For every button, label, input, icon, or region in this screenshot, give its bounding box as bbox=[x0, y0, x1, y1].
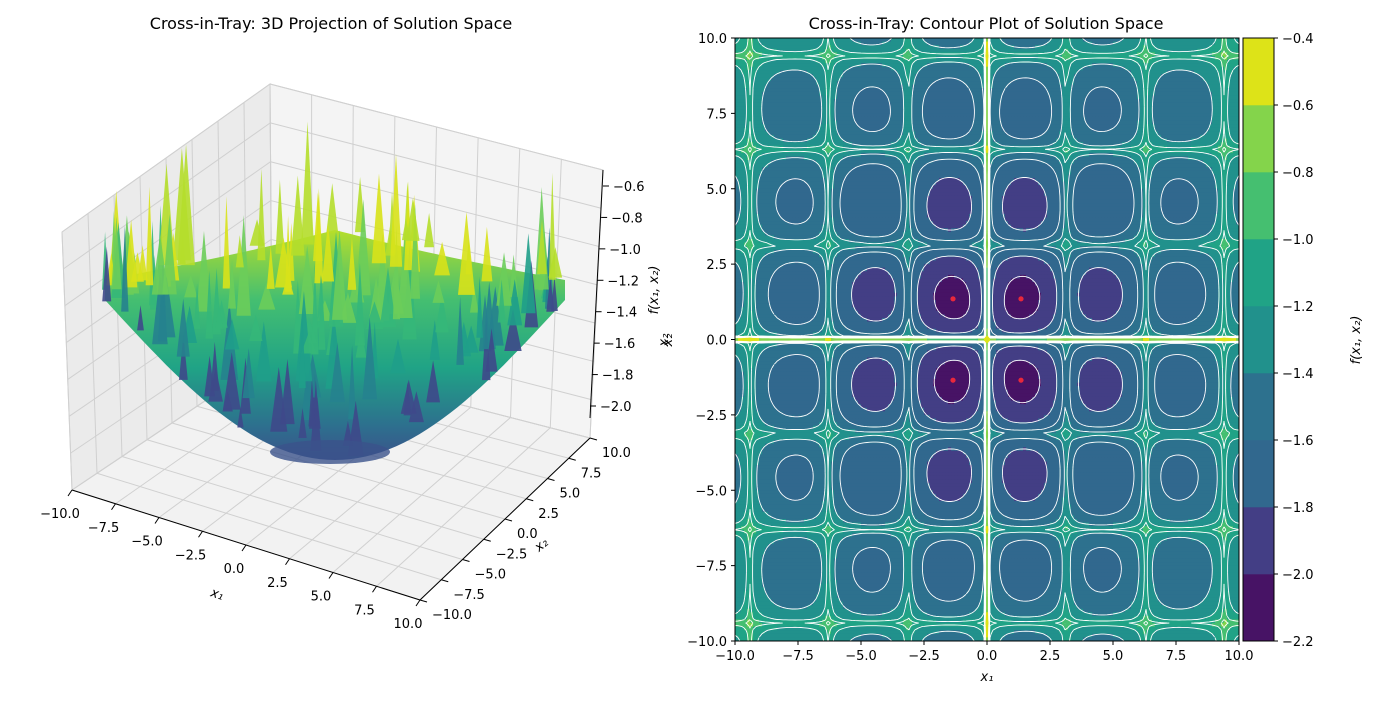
x2-tick-mark bbox=[463, 560, 470, 562]
x1-tick-label: −2.5 bbox=[175, 548, 207, 563]
z-tick-label: −1.6 bbox=[604, 337, 636, 352]
x2-tick-mark bbox=[420, 600, 427, 602]
x2-tick-mark bbox=[569, 458, 576, 460]
x1-tick-label: 10.0 bbox=[394, 617, 423, 632]
x1-tick-mark bbox=[286, 559, 290, 565]
x1-tick-mark bbox=[68, 490, 72, 496]
x2-tick-mark bbox=[505, 519, 512, 521]
x2-tick-label: −10.0 bbox=[432, 608, 472, 623]
x1-tick-label: 2.5 bbox=[267, 576, 288, 591]
x1-tick-mark bbox=[416, 600, 420, 606]
x1-tick-label: 5.0 bbox=[311, 590, 332, 605]
x1-tick-mark bbox=[242, 545, 246, 551]
x1-tick-mark bbox=[199, 531, 203, 537]
x2-tick-label: −7.5 bbox=[453, 588, 485, 603]
x1-tick-label: −10.0 bbox=[40, 507, 80, 522]
x1-tick-mark bbox=[329, 573, 333, 579]
x2-tick-label: 2.5 bbox=[538, 507, 559, 522]
x1-tick-label: 7.5 bbox=[354, 603, 375, 618]
x1-tick-mark bbox=[373, 586, 377, 592]
x2-tick-label: 7.5 bbox=[581, 466, 602, 481]
surface-trough bbox=[270, 440, 390, 464]
x2-tick-label: 10.0 bbox=[602, 446, 631, 461]
x2-tick-mark bbox=[441, 580, 448, 582]
x1-tick-mark bbox=[112, 504, 116, 510]
contour-fill bbox=[735, 38, 1240, 642]
surface-plot-title: Cross-in-Tray: 3D Projection of Solution… bbox=[150, 14, 512, 33]
x2-tick-mark bbox=[590, 438, 597, 440]
x2-tick-label: −5.0 bbox=[475, 568, 507, 583]
x1-tick-label: −5.0 bbox=[131, 535, 163, 550]
z-tick-label: −1.2 bbox=[607, 274, 639, 289]
surface-plot-panel: Cross-in-Tray: 3D Projection of Solution… bbox=[40, 14, 676, 632]
contour-plot-panel: Cross-in-Tray: Contour Plot of Solution … bbox=[657, 14, 1253, 685]
z-tick-label: −2.0 bbox=[600, 400, 632, 415]
x2-tick-label: −2.5 bbox=[496, 547, 528, 562]
x2-tick-label: 5.0 bbox=[560, 487, 581, 502]
z-tick-label: −1.8 bbox=[602, 369, 634, 384]
x2-tick-mark bbox=[526, 499, 533, 501]
x1-tick-mark bbox=[155, 518, 159, 524]
z-axis-label: f(x₁, x₂) bbox=[647, 266, 662, 315]
x1-axis-label: x₁ bbox=[208, 585, 226, 604]
x1-tick-label: 0.0 bbox=[224, 562, 245, 577]
x1-tick-label: −7.5 bbox=[88, 521, 120, 536]
z-tick-label: −0.6 bbox=[613, 180, 645, 195]
z-tick-label: −1.4 bbox=[606, 306, 638, 321]
x2-tick-label: 0.0 bbox=[517, 527, 538, 542]
z-tick-label: −0.8 bbox=[611, 211, 643, 226]
contour-plot-title: Cross-in-Tray: Contour Plot of Solution … bbox=[809, 14, 1164, 33]
x2-tick-mark bbox=[548, 479, 555, 481]
z-tick-label: −1.0 bbox=[609, 243, 641, 258]
x2-tick-mark bbox=[484, 539, 491, 541]
